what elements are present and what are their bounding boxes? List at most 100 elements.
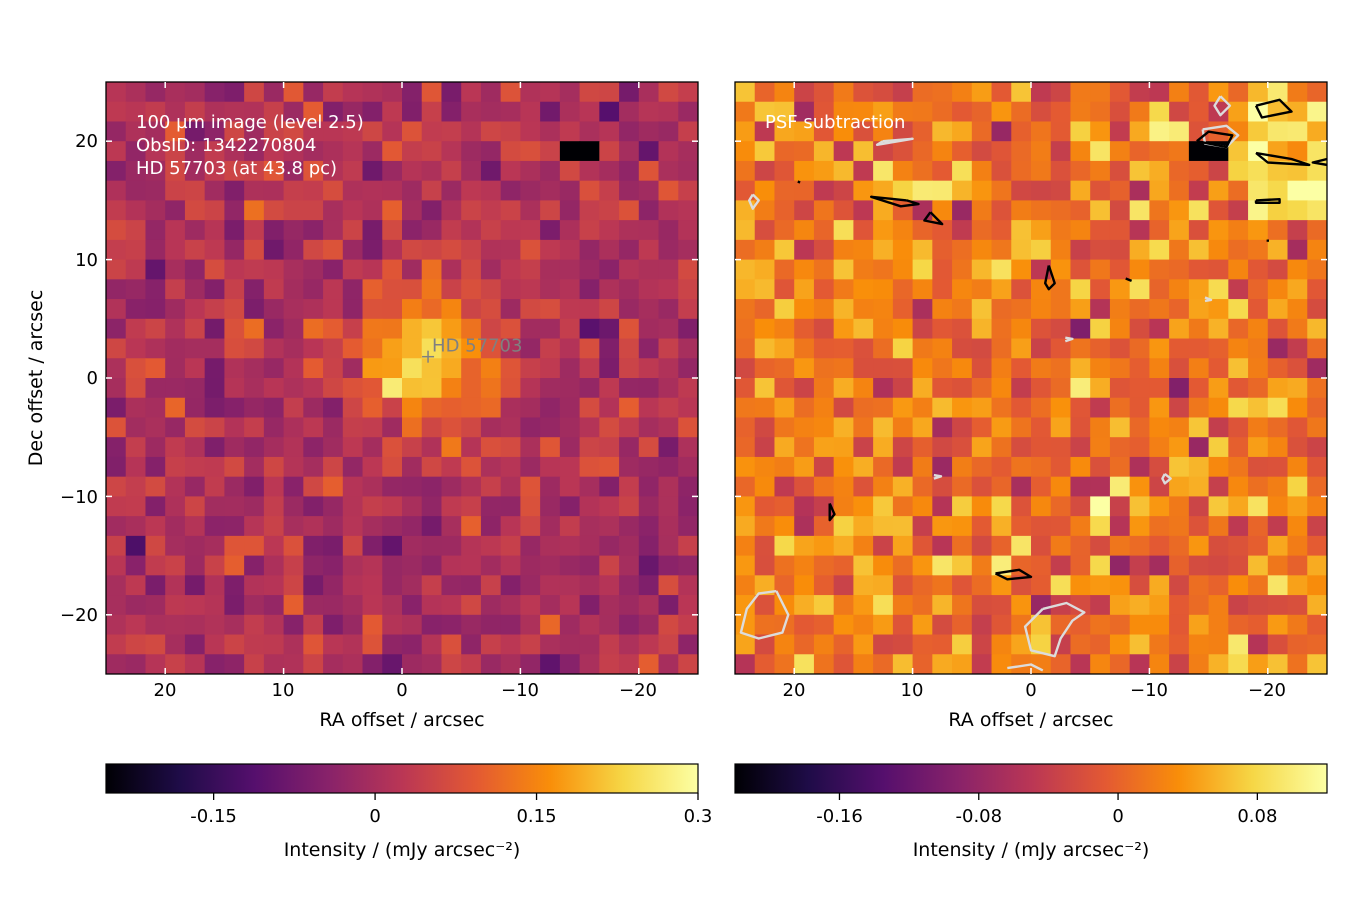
right-cell xyxy=(991,200,1012,221)
right-cell xyxy=(1031,101,1052,123)
right-cell xyxy=(813,259,835,280)
right-cell xyxy=(932,378,953,399)
left-cell xyxy=(638,279,660,300)
right-cell xyxy=(1031,318,1052,340)
right-colorbar: -0.16 -0.08 0 0.08 Intensity / (mJy arcs… xyxy=(734,763,1328,861)
left-cell xyxy=(658,535,679,557)
left-cell xyxy=(263,595,285,616)
left-cell xyxy=(125,299,147,320)
left-cell xyxy=(204,476,225,497)
right-cell xyxy=(1070,338,1091,359)
right-cell xyxy=(1169,654,1190,674)
left-cell xyxy=(382,220,403,241)
left-cell xyxy=(619,437,640,458)
right-cell xyxy=(1011,555,1032,576)
left-cell xyxy=(204,239,225,261)
left-cell xyxy=(125,121,147,142)
right-cell xyxy=(1228,575,1249,596)
left-cell xyxy=(520,318,541,340)
left-cell xyxy=(106,220,127,241)
right-cell xyxy=(1188,575,1210,596)
left-cell xyxy=(638,259,660,280)
right-cell xyxy=(952,239,973,261)
right-cell xyxy=(1248,654,1269,674)
left-cell xyxy=(658,614,679,636)
left-cell xyxy=(500,200,521,221)
right-cell xyxy=(1070,318,1091,340)
left-cell xyxy=(500,614,521,636)
right-cell xyxy=(873,378,894,399)
right-cell xyxy=(1208,259,1229,280)
right-cell xyxy=(932,180,953,201)
left-cell xyxy=(323,180,344,201)
left-cell xyxy=(184,516,206,537)
left-cell xyxy=(441,378,462,399)
left-cell xyxy=(165,496,186,517)
right-cell xyxy=(1287,318,1308,340)
left-cell xyxy=(342,614,364,636)
right-cell xyxy=(912,378,933,399)
left-cell xyxy=(500,82,521,103)
left-cell xyxy=(599,358,620,379)
right-cell xyxy=(1031,437,1052,458)
right-cell xyxy=(1188,634,1210,655)
left-cell xyxy=(125,417,147,438)
left-cell xyxy=(461,496,482,517)
left-cell xyxy=(678,417,698,438)
left-cell xyxy=(382,121,403,142)
left-cell xyxy=(224,595,245,616)
left-cell xyxy=(263,496,285,517)
right-cell xyxy=(991,121,1012,142)
star-label: HD 57703 xyxy=(432,336,522,357)
left-cell xyxy=(145,476,166,497)
left-cell xyxy=(303,299,324,320)
right-cell xyxy=(1208,614,1229,636)
left-cell xyxy=(658,259,679,280)
right-cell xyxy=(892,614,914,636)
right-cell xyxy=(1287,397,1308,419)
right-cell xyxy=(873,614,894,636)
left-cell xyxy=(382,397,403,419)
left-cell xyxy=(638,82,660,103)
left-cell xyxy=(323,397,344,419)
left-cell xyxy=(125,82,147,103)
left-cell xyxy=(184,180,206,201)
left-cell xyxy=(323,239,344,261)
left-cell xyxy=(540,200,561,221)
left-cell xyxy=(599,595,620,616)
left-cell xyxy=(362,417,383,438)
left-cell xyxy=(244,200,265,221)
right-cell xyxy=(735,358,756,379)
right-cell xyxy=(1228,437,1249,458)
right-cell xyxy=(892,82,914,103)
left-cell xyxy=(441,279,462,300)
left-cell xyxy=(145,299,166,320)
left-cell xyxy=(165,535,186,557)
left-cell xyxy=(402,417,423,438)
right-cell xyxy=(754,358,776,379)
right-cell xyxy=(735,279,756,300)
left-cell xyxy=(165,358,186,379)
right-cell xyxy=(1031,575,1052,596)
left-cell xyxy=(638,101,660,123)
right-cell xyxy=(774,654,795,674)
right-cell xyxy=(754,614,776,636)
left-cell xyxy=(283,535,304,557)
left-cell xyxy=(619,417,640,438)
right-cell xyxy=(1248,516,1269,537)
right-cell xyxy=(1109,634,1131,655)
left-cell xyxy=(244,101,265,123)
left-cell xyxy=(599,160,620,182)
right-cell xyxy=(952,220,973,241)
right-cell xyxy=(1248,417,1269,438)
right-cell xyxy=(754,121,776,142)
left-cell xyxy=(204,318,225,340)
right-cell xyxy=(1011,496,1032,517)
right-cell xyxy=(1307,82,1327,103)
left-cell xyxy=(461,575,482,596)
right-cell xyxy=(833,220,854,241)
right-cell xyxy=(991,417,1012,438)
left-cell xyxy=(579,634,600,655)
left-cell xyxy=(283,220,304,241)
left-cell xyxy=(224,654,245,674)
